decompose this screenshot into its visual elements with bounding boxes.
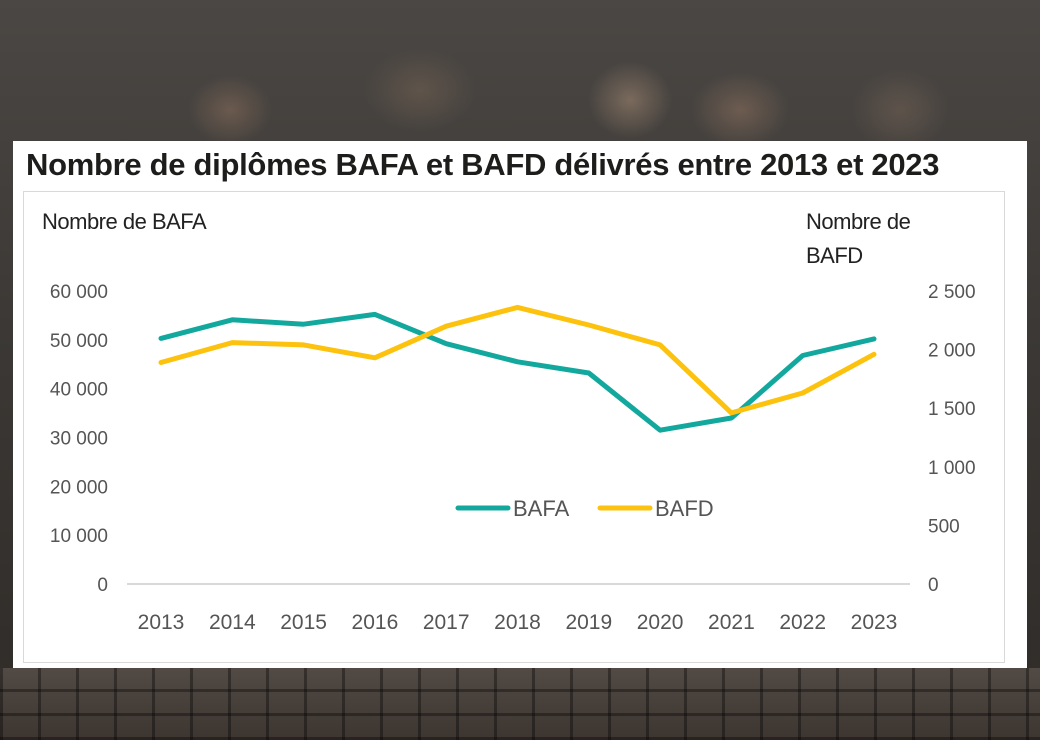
y-right-tick-label: 0: [928, 575, 939, 596]
y-right-tick-label: 1 500: [928, 399, 976, 420]
legend-label-bafa: BAFA: [513, 496, 570, 521]
y-right-axis-title-line2: BAFD: [806, 243, 863, 268]
x-tick-label: 2017: [423, 611, 470, 634]
y-left-tick-label: 10 000: [50, 526, 108, 547]
x-tick-label: 2014: [209, 611, 256, 634]
chart-title: Nombre de diplômes BAFA et BAFD délivrés…: [26, 147, 940, 182]
x-tick-label: 2019: [565, 611, 612, 634]
y-left-tick-label: 60 000: [50, 282, 108, 303]
x-tick-label: 2022: [779, 611, 826, 634]
y-right-axis-title-line1: Nombre de: [806, 209, 911, 234]
x-tick-label: 2018: [494, 611, 541, 634]
y-right-tick-label: 2 500: [928, 282, 976, 303]
x-tick-label: 2020: [637, 611, 684, 634]
y-left-tick-label: 30 000: [50, 429, 108, 450]
series-line-bafa: [158, 311, 877, 433]
x-tick-label: 2013: [138, 611, 185, 634]
x-tick-label: 2023: [851, 611, 898, 634]
x-tick-label: 2016: [352, 611, 399, 634]
plot-frame: [23, 191, 1005, 663]
x-tick-label: 2015: [280, 611, 327, 634]
background-floor: [0, 668, 1040, 740]
y-left-tick-label: 20 000: [50, 477, 108, 498]
y-right-tick-label: 1 000: [928, 458, 976, 479]
legend-label-bafd: BAFD: [655, 496, 714, 521]
x-tick-label: 2021: [708, 611, 755, 634]
y-left-tick-label: 0: [97, 575, 108, 596]
y-right-tick-label: 500: [928, 516, 960, 537]
y-right-tick-label: 2 000: [928, 341, 976, 362]
y-left-tick-label: 50 000: [50, 331, 108, 352]
chart-card: [13, 141, 1027, 668]
y-left-axis-title: Nombre de BAFA: [42, 209, 207, 234]
y-left-tick-label: 40 000: [50, 380, 108, 401]
